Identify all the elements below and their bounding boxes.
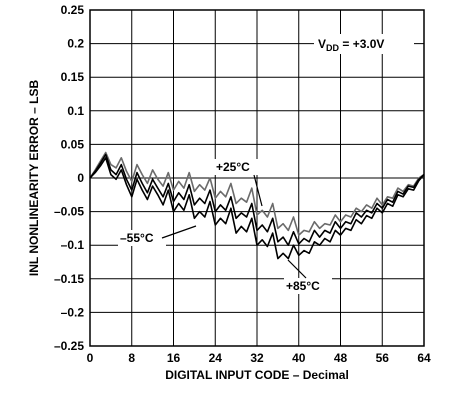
y-tick-label: 0.05 bbox=[61, 137, 85, 151]
y-tick-label: 0.15 bbox=[61, 70, 85, 84]
y-tick-label: –0.2 bbox=[61, 305, 85, 319]
x-tick-label: 24 bbox=[209, 351, 223, 365]
x-tick-label: 48 bbox=[334, 351, 348, 365]
svg-text:VDD = +3.0V: VDD = +3.0V bbox=[318, 37, 384, 53]
y-tick-label: 0.2 bbox=[67, 37, 84, 51]
annotation-minus55c: –55°C bbox=[120, 231, 154, 245]
supply-voltage-label: VDD = +3.0V bbox=[314, 34, 414, 54]
x-tick-label: 16 bbox=[167, 351, 181, 365]
tick-labels: 0 8 16 24 32 40 48 56 64 0.25 0.2 0.15 0.1 0.05 0 –0.05… bbox=[54, 3, 431, 365]
y-tick-label: –0.25 bbox=[54, 339, 84, 353]
series-line-2 bbox=[89, 157, 425, 260]
y-tick-label: –0.05 bbox=[54, 205, 84, 219]
annotation-minus55c-arrow bbox=[161, 225, 197, 239]
y-tick-label: –0.1 bbox=[61, 238, 85, 252]
x-tick-label: 40 bbox=[292, 351, 306, 365]
annotation-plus25c-arrow bbox=[253, 174, 263, 207]
temperature-annotations: +25°C –55°C +85°C bbox=[118, 159, 332, 294]
y-tick-label: 0 bbox=[77, 171, 84, 185]
x-tick-label: 0 bbox=[87, 351, 94, 365]
y-tick-label: –0.15 bbox=[54, 272, 84, 286]
annotation-plus85c: +85°C bbox=[286, 279, 320, 293]
vdd-rest: = +3.0V bbox=[339, 37, 384, 51]
annotation-plus25c: +25°C bbox=[216, 160, 250, 174]
series-line-1 bbox=[89, 153, 425, 246]
x-tick-label: 8 bbox=[128, 351, 135, 365]
y-tick-label: 0.25 bbox=[61, 3, 85, 17]
vdd-sub: DD bbox=[326, 43, 339, 53]
series-line-0 bbox=[89, 151, 425, 236]
plot-frame bbox=[89, 9, 425, 347]
y-axis-label: INL NONLINEARITY ERROR – LSB bbox=[27, 80, 41, 277]
vdd-main: V bbox=[318, 37, 326, 51]
y-tick-label: 0.1 bbox=[67, 104, 84, 118]
series-layer bbox=[89, 151, 425, 260]
x-tick-label: 64 bbox=[417, 351, 431, 365]
x-tick-label: 56 bbox=[376, 351, 390, 365]
annotation-plus85c-arrow bbox=[287, 259, 307, 279]
x-axis-label: DIGITAL INPUT CODE – Decimal bbox=[165, 368, 349, 382]
x-tick-label: 32 bbox=[250, 351, 264, 365]
